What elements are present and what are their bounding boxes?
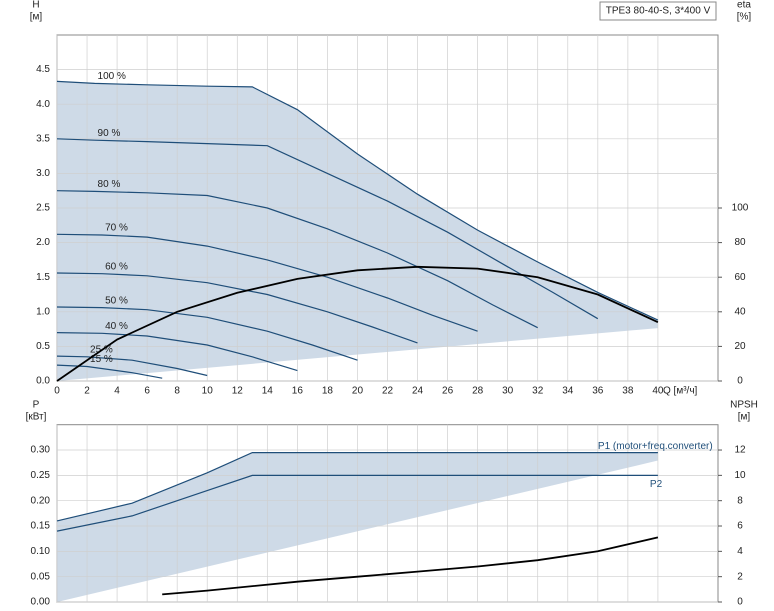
y-tick-label: 3.0 (36, 168, 50, 179)
y-tick-label: 1.5 (36, 272, 50, 283)
series-line (56, 452, 658, 522)
title-box (599, 1, 717, 21)
x-tick-label: 24 (412, 386, 424, 397)
series-label: 80 % (98, 179, 121, 190)
series-line (56, 190, 538, 329)
x-tick-label: 40 (652, 386, 664, 397)
y-axis-label: H (32, 0, 39, 11)
x-tick-label: 20 (352, 386, 364, 397)
x-tick-label: 18 (322, 386, 334, 397)
y2-tick-label: 10 (734, 470, 746, 481)
y2-tick-label: 20 (734, 341, 746, 352)
series-line (162, 536, 659, 596)
chart-title: TPE3 80-40-S, 3*400 V (606, 6, 711, 17)
y2-tick-label: 4 (737, 546, 743, 557)
x-tick-label: 36 (592, 386, 604, 397)
series-line (56, 233, 478, 332)
series-label: 15 % (90, 354, 113, 365)
x-tick-label: 26 (442, 386, 454, 397)
y2-tick-label: 2 (737, 571, 743, 582)
plot: 0.00.51.01.52.02.53.03.54.04.50204060801… (30, 0, 752, 397)
y-axis-label: P (33, 400, 40, 411)
y-tick-label: 0.25 (31, 470, 51, 481)
series-line (56, 332, 298, 372)
x-tick-label: 10 (202, 386, 214, 397)
y-tick-label: 0.00 (31, 597, 51, 608)
y2-axis-label: NPSH (730, 400, 758, 411)
x-tick-label: 34 (562, 386, 574, 397)
series-label: 90 % (98, 128, 121, 139)
x-tick-label: 14 (262, 386, 274, 397)
x-tick-label: 4 (114, 386, 120, 397)
series-label: 40 % (105, 321, 128, 332)
x-axis-label: Q [м³/ч] (663, 386, 698, 397)
x-tick-label: 12 (232, 386, 244, 397)
y2-tick-label: 12 (734, 445, 746, 456)
y2-tick-label: 0 (737, 597, 743, 608)
series-line (56, 265, 659, 382)
y2-tick-label: 6 (737, 521, 743, 532)
series-line (56, 306, 358, 361)
y2-tick-label: 8 (737, 495, 743, 506)
y2-tick-label: 40 (734, 306, 746, 317)
x-tick-label: 16 (292, 386, 304, 397)
series-label: P2 (650, 479, 663, 490)
x-tick-label: 2 (84, 386, 90, 397)
x-tick-label: 0 (54, 386, 60, 397)
y-tick-label: 0.5 (36, 341, 50, 352)
series-label: 50 % (105, 295, 128, 306)
y-tick-label: 0.30 (31, 445, 51, 456)
x-tick-label: 8 (174, 386, 180, 397)
y-tick-label: 0.05 (31, 571, 51, 582)
plot: 0.00 0.05 0.10 0.15 0.20 0.25 0.30 0 2 4 6 8 10 12 P[к… (26, 400, 758, 608)
series-line (56, 80, 659, 321)
y-tick-label: 0.20 (31, 495, 51, 506)
series-line (56, 474, 658, 532)
x-tick-label: 32 (532, 386, 544, 397)
y-tick-label: 0.15 (31, 521, 51, 532)
y2-axis-unit: [м] (738, 412, 751, 423)
y-tick-label: 1.0 (36, 306, 50, 317)
series-label: P1 (motor+freq.converter) (598, 441, 713, 452)
y-tick-label: 0.10 (31, 546, 51, 557)
series-label: 60 % (105, 261, 128, 272)
x-tick-label: 22 (382, 386, 394, 397)
series-label: 100 % (98, 71, 126, 82)
series-line (56, 272, 418, 344)
y2-axis-label: eta (737, 0, 751, 11)
y-tick-label: 2.0 (36, 237, 50, 248)
series-label: 70 % (105, 223, 128, 234)
x-tick-label: 28 (472, 386, 484, 397)
y2-tick-label: 0 (737, 376, 743, 387)
y-tick-label: 3.5 (36, 133, 50, 144)
y2-tick-label: 60 (734, 272, 746, 283)
y-axis-unit: [м] (30, 12, 43, 23)
y2-tick-label: 80 (734, 237, 746, 248)
y-tick-label: 0.0 (36, 376, 50, 387)
series-line (56, 364, 163, 379)
y2-axis-unit: [%] (737, 12, 752, 23)
x-tick-label: 30 (502, 386, 514, 397)
y-tick-label: 2.5 (36, 203, 50, 214)
y-tick-label: 4.5 (36, 64, 50, 75)
x-tick-label: 6 (144, 386, 150, 397)
series-line (56, 355, 208, 377)
y2-tick-label: 100 (732, 203, 749, 214)
x-tick-label: 38 (622, 386, 634, 397)
y-axis-unit: [кВт] (26, 412, 47, 423)
y-tick-label: 4.0 (36, 99, 50, 110)
